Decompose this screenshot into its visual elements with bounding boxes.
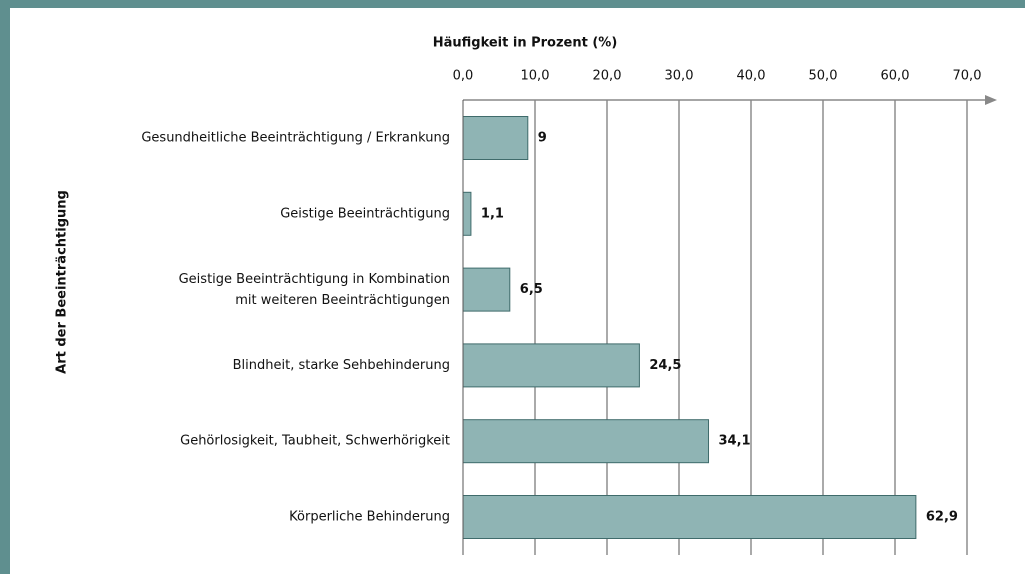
y-tick-label: Gehörlosigkeit, Taubheit, Schwerhörigkei…	[180, 434, 450, 449]
bar	[462, 191, 472, 236]
y-axis-label: Art der Beeinträchtigung	[55, 190, 70, 374]
bar	[462, 116, 529, 160]
bar	[462, 419, 710, 464]
value-label: 24,5	[649, 358, 681, 373]
x-tick-label: 50,0	[809, 69, 838, 84]
y-tick-label: Geistige Beeinträchtigung in Kombination…	[179, 272, 450, 308]
x-tick-label: 30,0	[665, 69, 694, 84]
bar	[462, 495, 917, 539]
bar	[462, 343, 640, 388]
x-tick-label: 0,0	[453, 69, 474, 84]
x-tick-label: 20,0	[593, 69, 622, 84]
y-tick-label: Körperliche Behinderung	[289, 510, 450, 525]
y-tick-label: Geistige Beeinträchtigung	[280, 206, 450, 221]
value-label: 34,1	[719, 434, 751, 449]
x-tick-label: 40,0	[737, 69, 766, 84]
value-label: 62,9	[926, 510, 958, 525]
x-tick-label: 70,0	[953, 69, 982, 84]
value-label: 9	[538, 131, 547, 146]
x-tick-label: 10,0	[521, 69, 550, 84]
panel	[10, 8, 1025, 574]
y-tick-label: Gesundheitliche Beeinträchtigung / Erkra…	[141, 131, 450, 146]
value-label: 1,1	[481, 206, 504, 221]
y-tick-label: Blindheit, starke Sehbehinderung	[233, 358, 450, 373]
chart-title: Häufigkeit in Prozent (%)	[433, 36, 618, 51]
value-label: 6,5	[520, 282, 543, 297]
axis-arrow	[985, 95, 997, 105]
bar	[462, 267, 511, 312]
x-tick-label: 60,0	[881, 69, 910, 84]
